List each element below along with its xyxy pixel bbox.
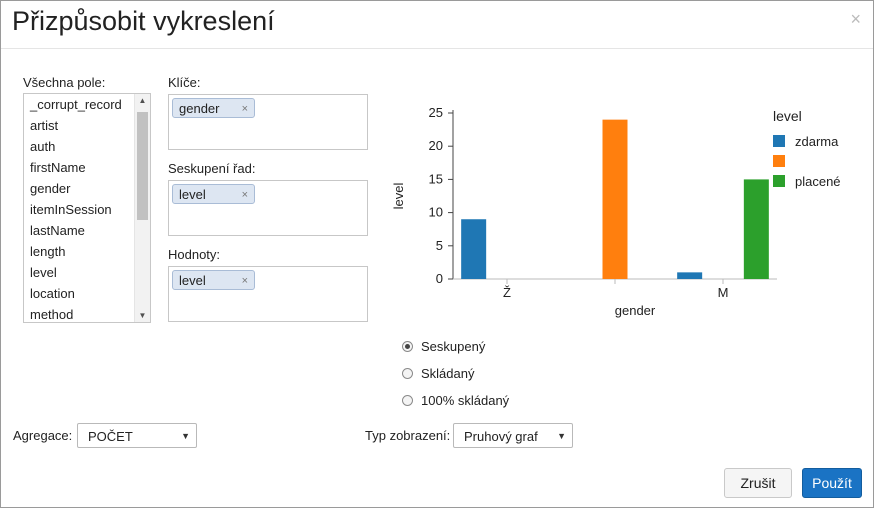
mode-option-label: Seskupený — [421, 339, 486, 354]
y-tick-label: 10 — [429, 205, 443, 220]
all-fields-label: Všechna pole: — [23, 75, 106, 90]
grouping-label: Seskupení řad: — [168, 161, 256, 176]
mode-option-label: Skládaný — [421, 366, 475, 381]
field-list-item[interactable]: location — [30, 286, 75, 301]
radio-button[interactable] — [402, 341, 413, 353]
y-tick-label: 0 — [436, 271, 443, 286]
grouping-pill[interactable]: level × — [172, 184, 255, 204]
field-list-item[interactable]: artist — [30, 118, 59, 133]
bar-zdarma — [461, 219, 487, 279]
values-pill[interactable]: level × — [172, 270, 255, 290]
bar-series-1 — [602, 119, 628, 279]
remove-icon[interactable]: × — [241, 275, 248, 287]
legend-label: placené — [795, 174, 841, 189]
grouping-pill-label: level — [179, 187, 206, 202]
scroll-down-arrow-icon[interactable]: ▼ — [138, 311, 147, 320]
legend-swatch — [773, 135, 785, 147]
apply-button[interactable]: Použít — [802, 468, 862, 498]
keys-label: Klíče: — [168, 75, 201, 90]
header-divider — [1, 48, 873, 49]
mode-option-grouped[interactable]: Seskupený — [402, 338, 485, 356]
field-list-item[interactable]: lastName — [30, 223, 85, 238]
legend-swatch — [773, 155, 785, 167]
y-tick-label: 15 — [429, 171, 443, 186]
field-list-item[interactable]: _corrupt_record — [30, 97, 122, 112]
y-tick-label: 5 — [436, 238, 443, 253]
keys-dropzone[interactable]: gender × — [168, 94, 368, 150]
legend-title: level — [773, 108, 802, 124]
mode-option-100-stacked[interactable]: 100% skládaný — [402, 392, 509, 410]
y-tick-label: 25 — [429, 105, 443, 120]
field-list-item[interactable]: itemInSession — [30, 202, 112, 217]
cancel-button[interactable]: Zrušit — [724, 468, 792, 498]
keys-pill-label: gender — [179, 101, 220, 116]
y-tick-label: 20 — [429, 138, 443, 153]
dialog-title: Přizpůsobit vykreslení — [12, 6, 275, 36]
radio-button[interactable] — [402, 395, 413, 407]
y-axis-title: level — [391, 183, 406, 210]
field-list-item[interactable]: level — [30, 265, 57, 280]
grouping-dropzone[interactable]: level × — [168, 180, 368, 236]
chevron-down-icon: ▼ — [181, 431, 190, 441]
values-label: Hodnoty: — [168, 247, 221, 262]
display-type-value: Pruhový graf — [464, 429, 538, 444]
mode-option-stacked[interactable]: Skládaný — [402, 365, 474, 383]
radio-button[interactable] — [402, 368, 413, 380]
fields-scrollbar[interactable]: ▲ ▼ — [134, 94, 150, 322]
chevron-down-icon: ▼ — [557, 431, 566, 441]
aggregation-value: POČET — [88, 429, 133, 444]
field-list-item[interactable]: length — [30, 244, 66, 259]
remove-icon[interactable]: × — [241, 103, 248, 115]
legend-swatch — [773, 175, 785, 187]
values-pill-label: level — [179, 273, 206, 288]
display-type-label: Typ zobrazení: — [365, 428, 451, 443]
bar-zdarma — [677, 272, 703, 279]
values-dropzone[interactable]: level × — [168, 266, 368, 322]
scrollbar-thumb[interactable] — [137, 112, 148, 220]
aggregation-label: Agregace: — [13, 428, 73, 443]
field-list-item[interactable]: gender — [30, 181, 71, 196]
x-axis-title: gender — [615, 303, 656, 318]
aggregation-select[interactable]: POČET ▼ — [77, 423, 197, 448]
mode-option-label: 100% skládaný — [421, 393, 510, 408]
field-list-item[interactable]: firstName — [30, 160, 86, 175]
field-list-item[interactable]: method — [30, 307, 74, 322]
display-type-select[interactable]: Pruhový graf ▼ — [453, 423, 573, 448]
legend-label: zdarma — [795, 134, 839, 149]
x-tick-label: Ž — [503, 285, 511, 300]
field-list-item[interactable]: auth — [30, 139, 56, 154]
remove-icon[interactable]: × — [241, 189, 248, 201]
bar-placené — [743, 179, 769, 279]
keys-pill[interactable]: gender × — [172, 98, 255, 118]
scroll-up-arrow-icon[interactable]: ▲ — [138, 96, 147, 105]
close-icon[interactable]: × — [850, 9, 861, 29]
x-tick-label: M — [718, 285, 729, 300]
